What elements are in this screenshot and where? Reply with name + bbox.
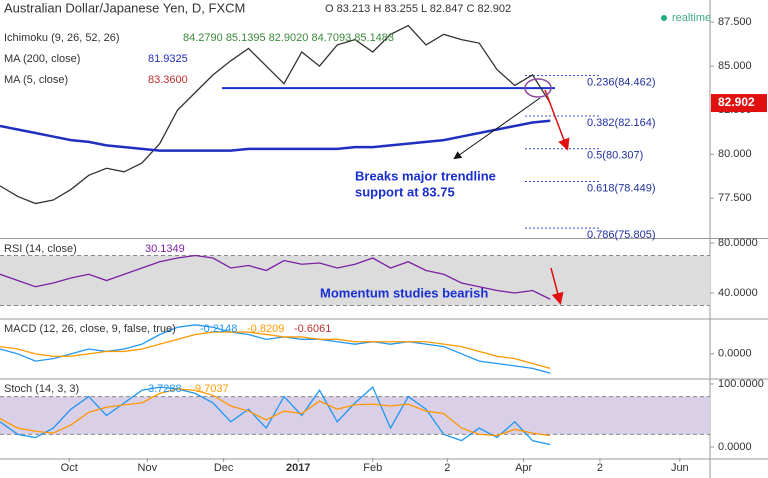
fib-label: 0.5(80.307) — [587, 150, 643, 162]
fib-label: 0.786(75.805) — [587, 229, 656, 241]
x-tick-label: Apr — [515, 462, 532, 474]
arrow — [544, 89, 570, 151]
x-tick-label: Oct — [61, 462, 78, 474]
status: realtime — [672, 12, 711, 24]
ohlc: O 83.213 H 83.255 L 82.847 C 82.902 — [325, 3, 511, 15]
indicator-value: 3.7288 — [148, 383, 182, 395]
series-line — [0, 324, 551, 374]
series-line — [0, 331, 551, 369]
x-tick-label: Feb — [363, 462, 382, 474]
indicator-value: -0.2148 — [200, 323, 237, 335]
y-tick-label: 80.0000 — [718, 237, 758, 249]
highlight — [524, 78, 552, 98]
last-price-label: 82.902 — [718, 95, 755, 109]
indicator-value: 81.9325 — [148, 53, 188, 65]
pane-title: RSI (14, close) — [4, 243, 77, 255]
status-dot — [661, 15, 667, 21]
x-tick-label: Nov — [138, 462, 158, 474]
annotation: Breaks major trendline — [355, 168, 496, 183]
arrow — [453, 97, 541, 160]
indicator-value: -0.8209 — [247, 323, 284, 335]
series-line — [0, 388, 551, 437]
pane-title: Australian Dollar/Japanese Yen, D, FXCM — [4, 0, 245, 15]
pane-title: MACD (12, 26, close, 9, false, true) — [4, 323, 176, 335]
indicator-value: 84.2790 85.1395 82.9020 84.7093 85.1483 — [183, 32, 394, 44]
y-tick-label: 87.500 — [718, 16, 752, 28]
indicator-value: 83.3600 — [148, 74, 188, 86]
fib-label: 0.382(82.164) — [587, 117, 656, 129]
indicator-label: MA (200, close) — [4, 53, 80, 65]
indicator-label: MA (5, close) — [4, 74, 68, 86]
series-line — [0, 254, 551, 300]
x-tick-label: Dec — [214, 462, 234, 474]
series-line — [0, 119, 551, 152]
fib-label: 0.236(84.462) — [587, 76, 656, 88]
arrow — [550, 267, 564, 305]
y-tick-label: 77.500 — [718, 192, 752, 204]
x-tick-label: Jun — [671, 462, 689, 474]
y-tick-label: 85.000 — [718, 60, 752, 72]
y-tick-label: 0.0000 — [718, 441, 752, 453]
x-tick-label: 2 — [597, 462, 603, 474]
indicator-label: Ichimoku (9, 26, 52, 26) — [4, 32, 120, 44]
pane-title: Stoch (14, 3, 3) — [4, 383, 79, 395]
series-line — [0, 24, 551, 205]
x-tick-label: 2017 — [286, 462, 310, 474]
annotation: Momentum studies bearish — [320, 285, 488, 300]
y-tick-label: 40.0000 — [718, 287, 758, 299]
fib-label: 0.618(78.449) — [587, 182, 656, 194]
series-line — [0, 386, 551, 446]
indicator-value: 9.7037 — [195, 383, 229, 395]
y-tick-label: 100.0000 — [718, 378, 764, 390]
y-tick-label: 80.000 — [718, 148, 752, 160]
x-tick-label: 2 — [444, 462, 450, 474]
y-tick-label: 0.0000 — [718, 348, 752, 360]
annotation: support at 83.75 — [355, 184, 455, 199]
last-price-tag — [711, 94, 767, 113]
indicator-value: -0.6061 — [294, 323, 331, 335]
indicator-value: 30.1349 — [145, 243, 185, 255]
